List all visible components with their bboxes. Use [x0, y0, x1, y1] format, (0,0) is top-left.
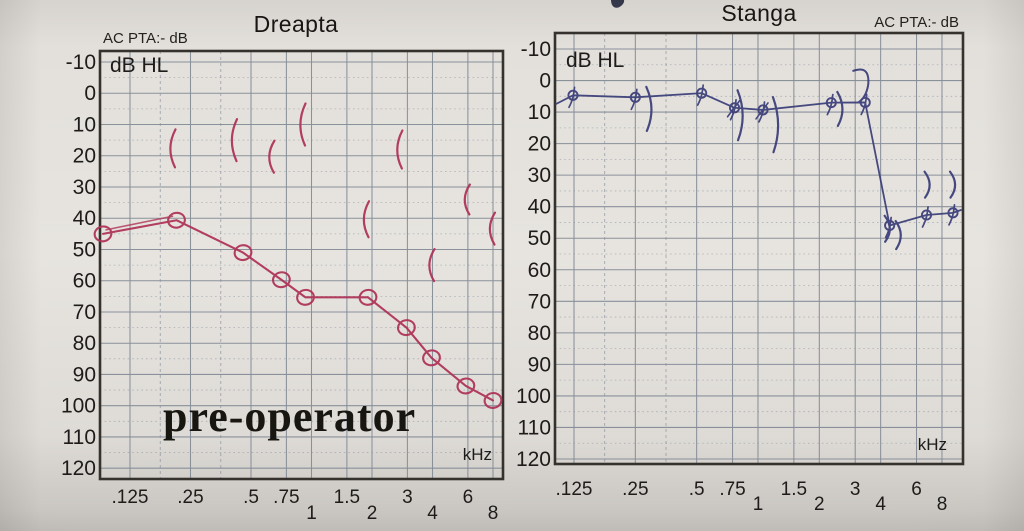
y-tick-label: -10: [66, 51, 96, 74]
x-tick-label: 6: [463, 487, 474, 508]
x-tick-label: .125: [112, 487, 149, 508]
y-tick-label: 120: [516, 448, 551, 471]
x-tick-label: 1: [306, 503, 317, 524]
x-tick-label: 1.5: [781, 479, 807, 500]
grid-dreapta: -10 0 10 20 30 40 50 60 70 80 90 100 110 120 .125 .25 .5…: [61, 49, 505, 524]
x-tick-label: .5: [689, 479, 705, 500]
x-tick-label: 2: [367, 503, 378, 524]
x-tick-label: .25: [622, 479, 648, 500]
ink-stanga: [555, 68, 962, 251]
y-tick-label: 40: [73, 207, 96, 230]
y-tick-label: 40: [528, 196, 551, 219]
y-tick-label: 10: [73, 113, 96, 136]
y-tick-label: 100: [61, 395, 96, 418]
y-tick-label: 20: [528, 133, 551, 156]
y-tick-label: 110: [518, 416, 551, 439]
x-tick-label: 3: [402, 487, 413, 508]
x-tick-label: 1.5: [334, 487, 360, 508]
y-tick-label: 70: [73, 301, 96, 324]
ink-mark-top-artifact: [611, 0, 625, 8]
y-tick-label: 110: [63, 426, 96, 449]
y-tick-label: 60: [73, 270, 96, 293]
y-tick-label: 90: [73, 363, 96, 386]
y-tick-label: 30: [73, 176, 96, 199]
x-tick-label: 4: [875, 494, 886, 515]
khz-label-dreapta: kHz: [462, 445, 492, 464]
pre-operator-annotation: pre-operator: [163, 392, 417, 441]
x-tick-label: .25: [177, 487, 203, 508]
ac-pta-label-stanga: AC PTA:- dB: [874, 14, 959, 31]
y-tick-label: 20: [73, 145, 96, 168]
grid-stanga: -10 0 10 20 30 40 50 60 70 80 90 100 110 120.125 .25 .5…: [516, 31, 965, 515]
y-tick-label: -10: [521, 38, 551, 61]
chart-title-dreapta: Dreapta: [253, 11, 339, 37]
y-tick-label: 80: [528, 322, 551, 345]
x-tick-label: 4: [427, 503, 438, 524]
x-tick-label: 2: [814, 494, 825, 515]
y-tick-label: 70: [528, 290, 551, 313]
y-tick-label: 50: [528, 227, 551, 250]
ac-pta-label-dreapta: AC PTA:- dB: [103, 30, 188, 47]
x-tick-label: 6: [911, 479, 922, 500]
y-tick-label: 10: [528, 101, 551, 124]
x-tick-label: .75: [719, 479, 745, 500]
y-tick-label: 90: [528, 353, 551, 376]
x-tick-label: 8: [488, 503, 499, 524]
db-hl-label-dreapta: dB HL: [110, 54, 169, 77]
x-tick-label: 1: [753, 494, 764, 515]
x-tick-label: 8: [937, 494, 948, 515]
x-tick-label: 3: [850, 479, 861, 500]
chart-title-stanga: Stanga: [721, 0, 797, 26]
khz-label-stanga: kHz: [917, 435, 947, 454]
x-tick-label: .125: [556, 479, 593, 500]
y-tick-label: 0: [84, 82, 96, 105]
y-tick-label: 0: [539, 70, 551, 93]
x-tick-label: .75: [273, 487, 299, 508]
ink-dreapta: [93, 102, 503, 409]
y-tick-label: 50: [73, 238, 96, 261]
y-tick-label: 120: [61, 457, 96, 480]
x-tick-label: .5: [243, 487, 259, 508]
y-tick-label: 30: [528, 164, 551, 187]
y-tick-label: 100: [516, 385, 551, 408]
db-hl-label-stanga: dB HL: [566, 49, 625, 72]
y-tick-label: 60: [528, 259, 551, 282]
y-tick-label: 80: [73, 332, 96, 355]
